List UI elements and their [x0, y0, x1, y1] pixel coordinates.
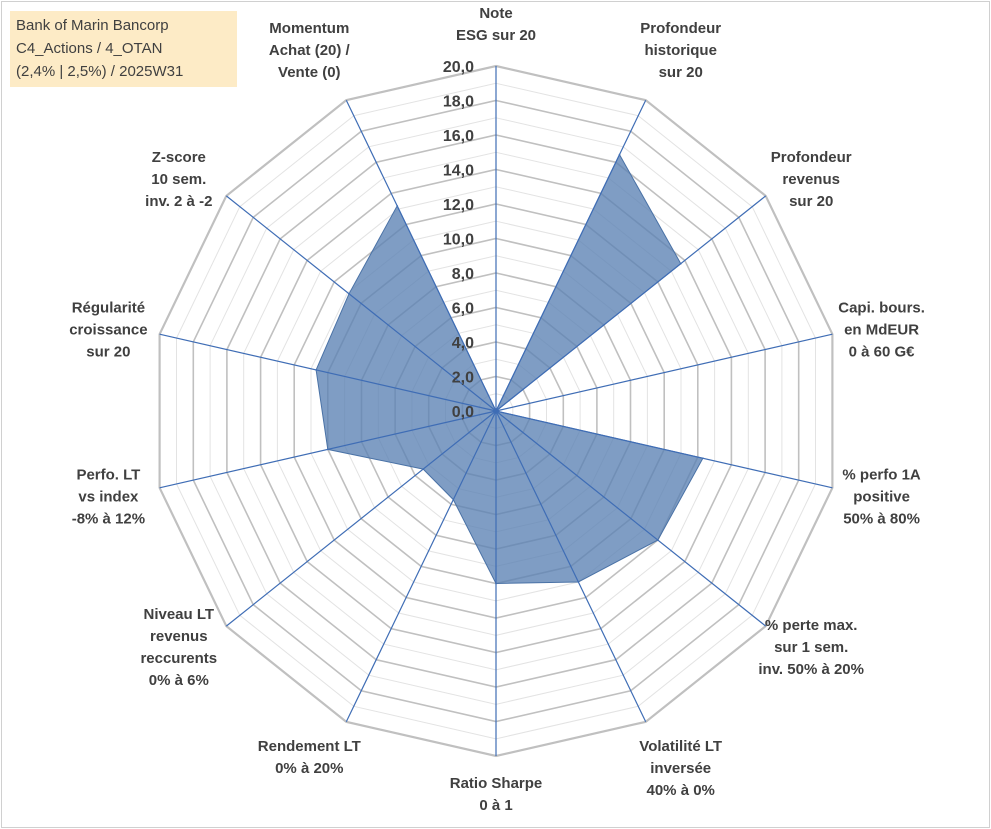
tick-label: 4,0 [452, 335, 474, 352]
axis-label-line: inv. 2 à -2 [145, 193, 212, 210]
axis-label: Ratio Sharpe 0 à 1 [450, 775, 543, 814]
axis-label: Z-score 10 sem. inv. 2 à -2 [145, 149, 212, 210]
title-line-1: Bank of Marin Bancorp [16, 17, 169, 34]
axis-label: Régularité croissance sur 20 [69, 300, 147, 361]
axis-label-line: sur 20 [789, 193, 833, 210]
axis-spoke [495, 410, 647, 723]
axis-spoke [159, 333, 497, 412]
axis-label-line: revenus [150, 628, 208, 645]
axis-label-line: positive [853, 488, 910, 505]
axis-label-line: Régularité [72, 300, 145, 317]
axis-label-line: sur 20 [659, 64, 703, 81]
axis-label-line: 0 à 1 [479, 797, 512, 814]
axis-label: Volatilité LT inversée 40% à 0% [639, 738, 722, 799]
axis-label: Profondeur historique sur 20 [640, 20, 721, 81]
axis-label-line: Momentum [269, 20, 349, 37]
tick-label: 16,0 [443, 128, 474, 145]
tick-label: 12,0 [443, 197, 474, 214]
tick-label: 0,0 [452, 404, 474, 421]
axis-label: Rendement LT 0% à 20% [258, 738, 361, 777]
tick-label: 2,0 [452, 370, 474, 387]
tick-label: 20,0 [443, 59, 474, 76]
axis-label-line: Perfo. LT [76, 466, 140, 483]
axis-label-line: Vente (0) [278, 64, 341, 81]
axis-label-line: Note [479, 5, 512, 22]
axis-label-line: vs index [78, 488, 139, 505]
axis-label-line: revenus [782, 171, 840, 188]
radial-tick-labels: 0,0 2,0 4,0 6,0 8,0 10,0 12,0 14,0 16,0 18,0 20,0 [443, 59, 474, 421]
tick-label: 6,0 [452, 301, 474, 318]
tick-label: 18,0 [443, 94, 474, 111]
tick-label: 10,0 [443, 232, 474, 249]
axis-labels: Note ESG sur 20 Profondeur historique sur 20… [69, 5, 925, 814]
title-line-2: C4_Actions / 4_OTAN [16, 40, 163, 57]
axis-spoke [495, 195, 767, 412]
axis-label-line: ESG sur 20 [456, 27, 536, 44]
radar-spokes [159, 66, 833, 756]
axis-label-line: % perte max. [765, 617, 858, 634]
tick-label: 14,0 [443, 163, 474, 180]
axis-label-line: 40% à 0% [647, 782, 715, 799]
axis-label-line: -8% à 12% [72, 510, 145, 527]
axis-label-line: 0% à 20% [275, 760, 343, 777]
chart-title-box: Bank of Marin Bancorp C4_Actions / 4_OTA… [10, 11, 237, 87]
axis-label-line: Rendement LT [258, 738, 361, 755]
title-line-3: (2,4% | 2,5%) / 2025W31 [16, 63, 184, 80]
tick-label: 8,0 [452, 266, 474, 283]
axis-label-line: Niveau LT [144, 606, 215, 623]
axis-spoke [225, 410, 497, 627]
axis-label-line: reccurents [140, 650, 217, 667]
axis-label: % perfo 1A positive 50% à 80% [842, 466, 921, 527]
axis-spoke [495, 99, 647, 412]
axis-label-line: Z-score [152, 149, 206, 166]
axis-spoke [495, 410, 833, 489]
axis-label-line: Ratio Sharpe [450, 775, 543, 792]
axis-label: Perfo. LT vs index -8% à 12% [72, 466, 145, 527]
axis-spoke [345, 99, 497, 412]
axis-spoke [159, 410, 497, 489]
axis-label-line: 50% à 80% [843, 510, 920, 527]
axis-label-line: Volatilité LT [639, 738, 722, 755]
axis-label: % perte max. sur 1 sem. inv. 50% à 20% [758, 617, 864, 678]
axis-label-line: % perfo 1A [842, 466, 921, 483]
axis-label-line: Capi. bours. [838, 300, 925, 317]
axis-label-line: Profondeur [771, 149, 852, 166]
axis-spoke [345, 410, 497, 723]
axis-label-line: Profondeur [640, 20, 721, 37]
series-area [315, 153, 704, 585]
axis-label-line: croissance [69, 322, 147, 339]
axis-label-line: sur 1 sem. [774, 639, 848, 656]
axis-label-line: 10 sem. [151, 171, 206, 188]
axis-label: Momentum Achat (20) / Vente (0) [269, 20, 351, 81]
axis-label-line: en MdEUR [844, 322, 919, 339]
axis-spoke [495, 333, 833, 412]
axis-label: Capi. bours. en MdEUR 0 à 60 G€ [838, 300, 925, 361]
axis-label: Niveau LT revenus reccurents 0% à 6% [140, 606, 217, 689]
radar-series [315, 153, 704, 585]
axis-spoke [225, 195, 497, 412]
axis-label: Profondeur revenus sur 20 [771, 149, 852, 210]
axis-label-line: inversée [650, 760, 711, 777]
axis-label-line: inv. 50% à 20% [758, 661, 864, 678]
axis-label-line: 0% à 6% [149, 672, 209, 689]
axis-label: Note ESG sur 20 [456, 5, 536, 44]
axis-label-line: sur 20 [86, 344, 130, 361]
axis-label-line: historique [644, 42, 717, 59]
axis-label-line: Achat (20) / [269, 42, 351, 59]
axis-spoke [495, 410, 767, 627]
axis-label-line: 0 à 60 G€ [849, 344, 916, 361]
